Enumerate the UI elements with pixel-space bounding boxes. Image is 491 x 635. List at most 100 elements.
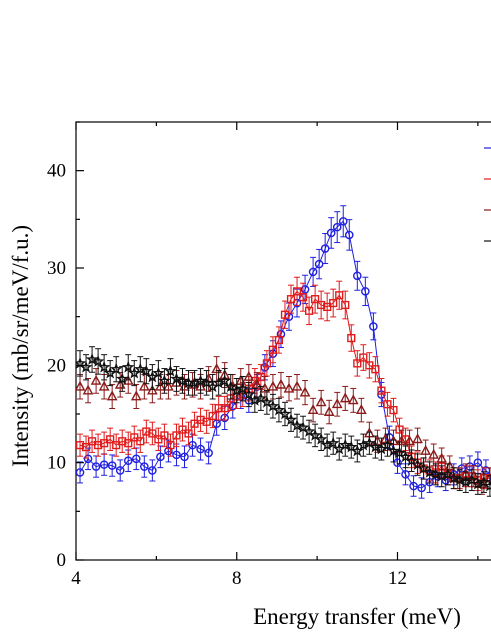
data-point xyxy=(214,404,223,413)
data-point xyxy=(164,446,173,456)
data-point xyxy=(338,216,348,226)
data-point xyxy=(377,386,386,395)
data-point xyxy=(381,438,394,451)
y-axis-title: Intensity (mb/sr/meV/f.u.) xyxy=(8,225,33,467)
data-point xyxy=(393,458,402,467)
data-point xyxy=(109,362,123,375)
data-point xyxy=(409,481,418,491)
data-point xyxy=(131,454,141,464)
data-point xyxy=(170,372,183,385)
data-point xyxy=(184,429,193,438)
data-point xyxy=(176,374,189,387)
data-point xyxy=(353,271,362,281)
data-point xyxy=(140,364,153,377)
data-point xyxy=(99,460,109,469)
data-point xyxy=(371,365,380,374)
data-point xyxy=(130,390,142,401)
data-point xyxy=(395,425,404,434)
data-point xyxy=(208,411,217,421)
data-point xyxy=(148,466,157,475)
tick-layer: 4 8 12 0 10 20 30 40 xyxy=(47,121,479,589)
data-point xyxy=(369,322,378,331)
data-point xyxy=(317,300,326,310)
data-point xyxy=(347,394,359,405)
data-point xyxy=(123,456,133,466)
data-point xyxy=(473,458,483,467)
data-point xyxy=(196,415,205,424)
data-point xyxy=(347,333,356,343)
data-point xyxy=(311,295,320,304)
data-point xyxy=(91,354,105,367)
series-star xyxy=(76,346,491,497)
data-point xyxy=(299,386,311,397)
data-point xyxy=(124,439,133,448)
data-point xyxy=(82,384,94,395)
data-point xyxy=(436,452,448,463)
data-point xyxy=(304,306,314,315)
data-point xyxy=(412,433,423,444)
data-point xyxy=(83,454,93,464)
data-point xyxy=(97,360,111,373)
data-point xyxy=(90,374,102,385)
data-point xyxy=(339,392,351,403)
data-point xyxy=(211,363,223,374)
data-point xyxy=(142,427,151,436)
data-point xyxy=(158,374,171,387)
data-point xyxy=(121,360,135,373)
data-point xyxy=(81,442,91,452)
data-point xyxy=(163,380,174,391)
data-point xyxy=(278,407,292,420)
data-point xyxy=(204,448,213,458)
data-point xyxy=(344,230,354,240)
data-point xyxy=(180,452,189,462)
y-tick-label: 40 xyxy=(47,161,66,182)
data-point xyxy=(331,398,343,409)
plot-frame xyxy=(75,121,491,561)
data-point xyxy=(291,380,303,391)
data-point xyxy=(308,267,318,277)
data-point xyxy=(323,405,335,416)
data-point xyxy=(332,222,342,232)
data-point xyxy=(76,468,85,477)
data-point xyxy=(256,372,265,382)
data-point xyxy=(115,466,125,475)
data-point xyxy=(314,432,328,445)
data-point xyxy=(152,366,165,379)
data-point xyxy=(202,417,211,426)
data-point xyxy=(423,465,436,478)
data-point xyxy=(280,310,290,319)
data-layer xyxy=(76,205,491,499)
data-point xyxy=(274,335,284,345)
data-point xyxy=(76,441,85,450)
data-point xyxy=(335,291,344,300)
data-point xyxy=(172,431,181,440)
data-point xyxy=(172,450,181,460)
data-point xyxy=(275,378,287,389)
data-point xyxy=(428,448,440,459)
data-point xyxy=(283,382,295,393)
y-tick-label: 30 xyxy=(47,258,66,279)
data-point xyxy=(389,406,398,415)
data-point xyxy=(140,462,149,471)
data-point xyxy=(341,300,350,310)
data-point xyxy=(107,461,117,470)
data-point xyxy=(262,359,271,368)
data-point xyxy=(259,382,271,393)
data-point xyxy=(218,374,232,387)
data-point xyxy=(106,435,115,444)
data-point xyxy=(136,437,145,446)
data-point xyxy=(286,295,296,304)
data-point xyxy=(429,467,442,480)
data-point xyxy=(220,404,229,413)
data-point xyxy=(447,471,461,484)
data-point xyxy=(118,437,127,446)
data-point xyxy=(106,390,118,401)
data-point xyxy=(353,359,362,368)
x-tick-label: 8 xyxy=(232,568,242,589)
data-point xyxy=(243,370,255,381)
data-point xyxy=(453,473,467,486)
data-point xyxy=(236,382,250,395)
data-point xyxy=(315,396,327,407)
data-point xyxy=(284,413,298,426)
